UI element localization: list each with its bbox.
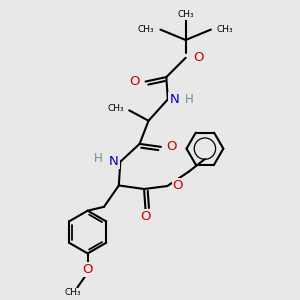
Text: N: N [169,93,179,106]
Text: CH₃: CH₃ [64,288,81,297]
Text: CH₃: CH₃ [138,25,154,34]
Text: O: O [130,75,140,88]
Text: CH₃: CH₃ [177,10,194,19]
Text: O: O [172,179,183,192]
Text: O: O [140,210,151,223]
Text: O: O [166,140,177,153]
Text: O: O [82,263,92,276]
Text: O: O [193,51,203,64]
Text: N: N [109,155,119,168]
Text: CH₃: CH₃ [217,25,233,34]
Text: H: H [94,152,103,165]
Text: H: H [185,93,194,106]
Text: CH₃: CH₃ [107,104,124,113]
